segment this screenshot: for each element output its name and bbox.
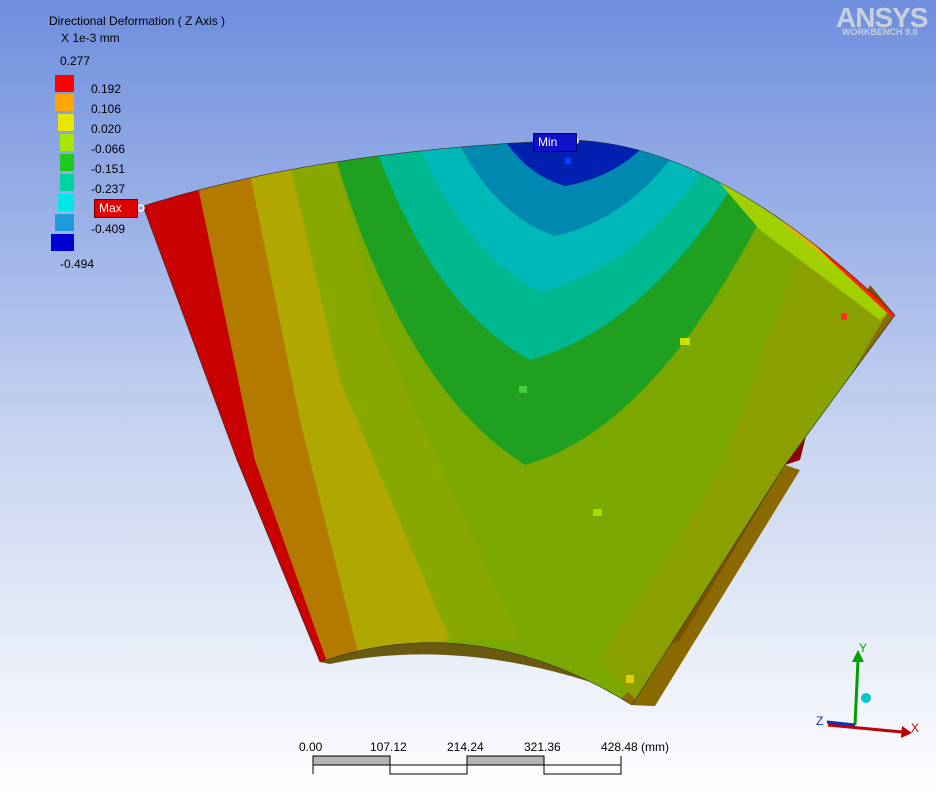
ansys-logo: ANSYS	[836, 2, 928, 33]
legend-band-label: -0.066	[91, 142, 126, 156]
axis-z-label: Z	[816, 714, 824, 728]
legend-units: X 1e-3 mm	[61, 31, 120, 45]
scale-bar	[312, 755, 622, 775]
legend-min-value: -0.494	[60, 257, 95, 271]
min-probe-label[interactable]: Min	[533, 133, 577, 152]
axis-x-label: X	[911, 721, 920, 735]
ansys-product: WORKBENCH 9.0	[842, 27, 918, 37]
legend-band-label: -0.151	[91, 162, 126, 176]
axis-y-label: Y	[859, 641, 868, 655]
legend-band-label: -0.409	[91, 222, 126, 236]
scale-tick-label: 214.24	[447, 740, 484, 754]
scale-tick-label: 321.36	[524, 740, 561, 754]
legend-band-label: 0.106	[91, 102, 122, 116]
legend-title: Directional Deformation ( Z Axis )	[49, 14, 226, 28]
legend-band-label: 0.192	[91, 82, 122, 96]
legend-max-value: 0.277	[60, 54, 91, 68]
legend-band-label: 0.020	[91, 122, 122, 136]
scale-tick-label: 0.00	[299, 740, 323, 754]
probe-markers	[519, 158, 847, 683]
coordinate-triad[interactable]	[826, 650, 912, 738]
legend-colorbar	[51, 75, 74, 251]
scale-tick-label: 428.48 (mm)	[601, 740, 670, 754]
max-probe-label[interactable]: Max	[94, 199, 138, 218]
scale-tick-label: 107.12	[370, 740, 407, 754]
legend-band-label: -0.237	[91, 182, 126, 196]
model-outline	[142, 139, 896, 706]
